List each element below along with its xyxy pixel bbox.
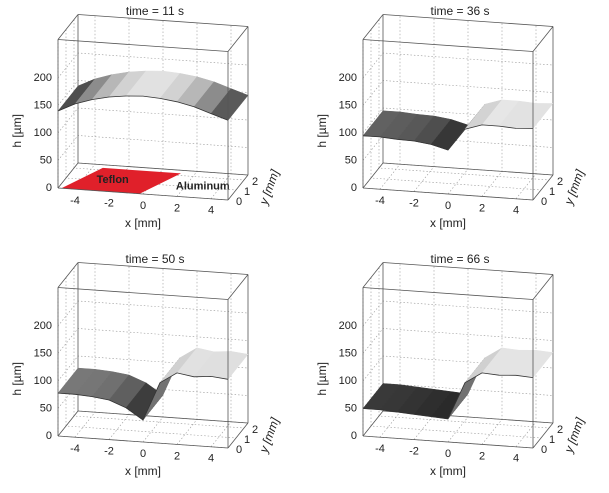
figure: 050100150200-4-2024012TeflonAluminumtime… bbox=[0, 0, 609, 493]
z-tick-label: 50 bbox=[40, 154, 52, 166]
x-tick-label: -2 bbox=[409, 446, 419, 458]
grid-line bbox=[363, 329, 553, 354]
x-tick-label: 2 bbox=[174, 202, 180, 214]
chart-title: time = 50 s bbox=[125, 252, 184, 266]
grid-line bbox=[379, 20, 549, 181]
x-tick-label: -2 bbox=[104, 198, 114, 210]
grid-line bbox=[363, 301, 553, 326]
z-tick-label: 0 bbox=[46, 182, 52, 194]
x-tick-label: 2 bbox=[479, 202, 485, 214]
z-tick-label: 200 bbox=[34, 72, 52, 84]
y-tick-label: 1 bbox=[244, 434, 250, 446]
x-axis-label: x [mm] bbox=[125, 464, 161, 478]
box-edge bbox=[363, 288, 533, 300]
y-tick-label: 2 bbox=[252, 176, 258, 188]
y-tick-label: 2 bbox=[252, 424, 258, 436]
grid-line bbox=[58, 136, 248, 161]
box-edge bbox=[58, 288, 228, 300]
z-tick-label: 150 bbox=[339, 99, 357, 111]
x-tick-label: 0 bbox=[445, 448, 451, 460]
y-axis-label: y [mm] bbox=[256, 415, 282, 455]
z-tick-label: 0 bbox=[351, 430, 357, 442]
x-tick-label: 4 bbox=[513, 453, 519, 465]
y-axis-label: y [mm] bbox=[561, 167, 587, 207]
chart-title: time = 66 s bbox=[430, 252, 489, 266]
box-edge bbox=[363, 40, 533, 52]
grid-line bbox=[363, 53, 553, 78]
box-edge bbox=[363, 411, 383, 436]
z-axis-label: h [µm] bbox=[10, 362, 24, 396]
z-tick-label: 0 bbox=[351, 182, 357, 194]
box-edge bbox=[363, 163, 383, 188]
y-tick-label: 1 bbox=[549, 434, 555, 446]
x-tick-label: -4 bbox=[70, 195, 80, 207]
z-tick-label: 150 bbox=[34, 99, 52, 111]
z-tick-label: 150 bbox=[339, 347, 357, 359]
y-axis-label: y [mm] bbox=[256, 167, 282, 207]
x-tick-label: 0 bbox=[445, 200, 451, 212]
y-tick-label: 0 bbox=[541, 444, 547, 456]
box-edge bbox=[363, 188, 533, 200]
z-tick-label: 50 bbox=[345, 402, 357, 414]
z-tick-label: 100 bbox=[34, 127, 52, 139]
x-tick-label: 4 bbox=[513, 205, 519, 217]
x-axis-label: x [mm] bbox=[430, 464, 466, 478]
box-edge bbox=[58, 411, 78, 436]
x-tick-label: 0 bbox=[140, 448, 146, 460]
y-tick-label: 0 bbox=[236, 196, 242, 208]
y-tick-label: 1 bbox=[549, 186, 555, 198]
box-edge bbox=[58, 436, 228, 448]
z-tick-label: 200 bbox=[339, 72, 357, 84]
x-tick-label: -4 bbox=[375, 195, 385, 207]
x-tick-label: 0 bbox=[140, 200, 146, 212]
grid-line bbox=[58, 329, 248, 354]
y-tick-label: 0 bbox=[236, 444, 242, 456]
annotation: Teflon bbox=[97, 174, 129, 186]
box-edge bbox=[58, 263, 78, 288]
box-edge bbox=[58, 40, 228, 52]
x-tick-label: 4 bbox=[208, 453, 214, 465]
y-tick-label: 0 bbox=[541, 196, 547, 208]
chart-title: time = 11 s bbox=[126, 4, 184, 18]
box-edge bbox=[58, 15, 78, 40]
z-tick-label: 150 bbox=[34, 347, 52, 359]
box-edge bbox=[363, 436, 533, 448]
x-tick-label: -2 bbox=[104, 446, 114, 458]
x-axis-label: x [mm] bbox=[125, 216, 161, 230]
z-tick-label: 200 bbox=[34, 320, 52, 332]
grid-line bbox=[74, 268, 244, 429]
y-axis-label: y [mm] bbox=[561, 415, 587, 455]
chart-title: time = 36 s bbox=[430, 4, 489, 18]
z-tick-label: 50 bbox=[345, 154, 357, 166]
z-axis-label: h [µm] bbox=[10, 114, 24, 148]
z-tick-label: 100 bbox=[34, 375, 52, 387]
annotation: Aluminum bbox=[176, 181, 230, 193]
x-tick-label: 2 bbox=[479, 450, 485, 462]
z-tick-label: 100 bbox=[339, 375, 357, 387]
y-tick-label: 2 bbox=[557, 176, 563, 188]
z-tick-label: 100 bbox=[339, 127, 357, 139]
grid-line bbox=[363, 136, 553, 161]
grid-line bbox=[58, 301, 248, 326]
x-tick-label: -4 bbox=[375, 443, 385, 455]
z-axis-label: h [µm] bbox=[315, 114, 329, 148]
box-edge bbox=[363, 263, 383, 288]
x-tick-label: 2 bbox=[174, 450, 180, 462]
x-tick-label: -2 bbox=[409, 198, 419, 210]
z-tick-label: 0 bbox=[46, 430, 52, 442]
box-edge bbox=[363, 15, 383, 40]
y-tick-label: 2 bbox=[557, 424, 563, 436]
z-axis-label: h [µm] bbox=[315, 362, 329, 396]
z-tick-label: 200 bbox=[339, 320, 357, 332]
x-tick-label: -4 bbox=[70, 443, 80, 455]
y-tick-label: 1 bbox=[244, 186, 250, 198]
z-tick-label: 50 bbox=[40, 402, 52, 414]
x-tick-label: 4 bbox=[208, 205, 214, 217]
x-axis-label: x [mm] bbox=[430, 216, 466, 230]
